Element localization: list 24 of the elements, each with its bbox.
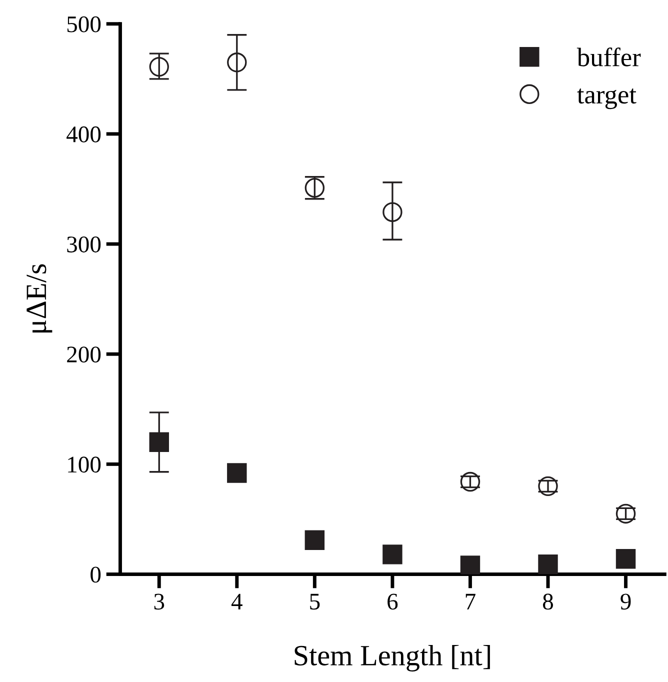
x-axis-title: Stem Length [nt] xyxy=(294,644,490,672)
x-tick-label: 8 xyxy=(542,594,553,610)
y-tick-label: 500 xyxy=(67,16,101,32)
y-tick-label: 0 xyxy=(90,566,101,583)
point xyxy=(616,548,636,569)
legend-label: buffer xyxy=(576,48,641,66)
point xyxy=(149,432,169,452)
point xyxy=(538,554,558,574)
point xyxy=(460,556,480,574)
x-tick-label: 5 xyxy=(310,594,320,610)
x-tick-label: 9 xyxy=(620,594,631,610)
point xyxy=(227,463,247,483)
x-tick-label: 6 xyxy=(388,594,398,610)
x-tick-label: 7 xyxy=(466,594,476,610)
y-tick-label: 400 xyxy=(66,126,101,142)
x-tick-label: 4 xyxy=(231,594,242,610)
y-tick-label: 100 xyxy=(68,456,101,473)
x-tick-label: 3 xyxy=(154,594,164,610)
legend-label: target xyxy=(577,88,636,110)
y-tick-label: 300 xyxy=(67,236,101,252)
y-tick-label: 200 xyxy=(67,346,101,363)
point xyxy=(304,530,325,550)
y-axis-title: μΔE/s xyxy=(26,264,52,333)
point xyxy=(382,544,402,564)
